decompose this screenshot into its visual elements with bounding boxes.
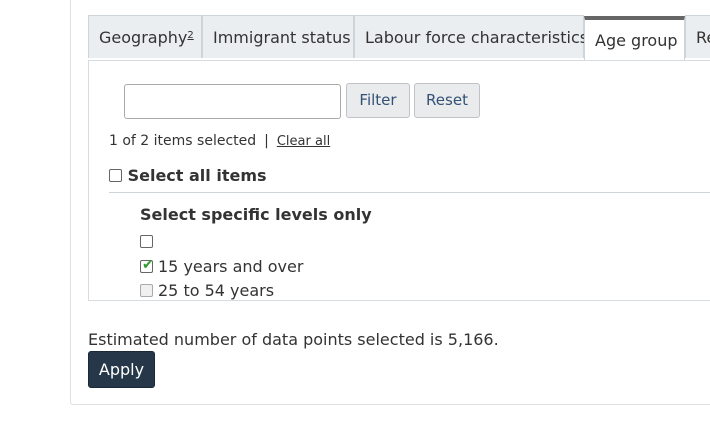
select-all[interactable]: Select all items: [109, 166, 267, 185]
level-checkbox-25-54[interactable]: [140, 284, 153, 297]
estimate-text: Estimated number of data points selected…: [88, 330, 499, 349]
tab-next-label: Re: [696, 28, 710, 47]
tab-labour-force-label: Labour force characteristics: [365, 28, 589, 47]
level-checkbox-15-over[interactable]: ✔: [140, 257, 154, 273]
clear-all-link[interactable]: Clear all: [276, 134, 331, 149]
checkmark-icon: ✔: [142, 257, 154, 273]
filter-input[interactable]: [124, 84, 341, 119]
tab-bar: Geography2 Immigrant status Labour force…: [88, 11, 710, 61]
select-all-checkbox[interactable]: [109, 169, 122, 182]
tab-geography-label: Geography: [99, 28, 188, 47]
tab-labour-force[interactable]: Labour force characteristics: [354, 15, 588, 58]
select-all-label: Select all items: [127, 166, 267, 185]
filter-button[interactable]: Filter: [346, 83, 410, 118]
outer-panel: [70, 0, 710, 405]
separator: |: [264, 133, 269, 149]
tab-age-group[interactable]: Age group: [584, 16, 685, 61]
tab-geography[interactable]: Geography2: [88, 15, 202, 58]
selection-count: 1 of 2 items selected: [109, 133, 257, 149]
levels-heading: Select specific levels only: [140, 205, 372, 224]
divider: [109, 192, 710, 193]
apply-button[interactable]: Apply: [88, 351, 155, 388]
level-label-15-over: 15 years and over: [158, 257, 304, 276]
reset-button[interactable]: Reset: [414, 83, 480, 118]
level-label-25-54: 25 to 54 years: [158, 281, 275, 300]
footnote-link[interactable]: 2: [187, 30, 194, 41]
tab-next[interactable]: Re: [685, 15, 710, 58]
level-checkbox-blank[interactable]: [140, 235, 153, 248]
tab-immigrant-status-label: Immigrant status: [213, 28, 351, 47]
tab-immigrant-status[interactable]: Immigrant status: [202, 15, 354, 58]
selection-status: 1 of 2 items selected | Clear all: [109, 133, 330, 149]
tab-age-group-label: Age group: [595, 31, 678, 50]
